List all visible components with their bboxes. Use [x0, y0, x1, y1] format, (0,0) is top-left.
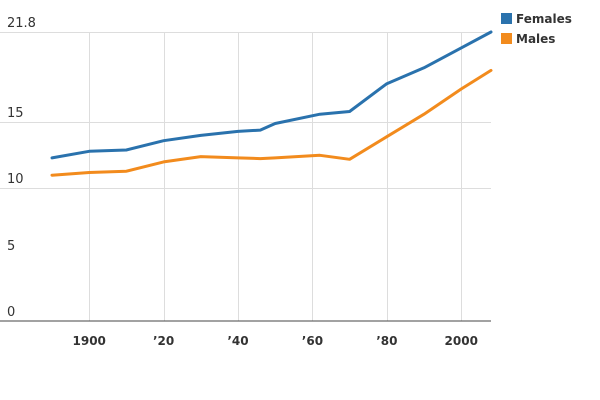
legend-swatch-males [501, 33, 512, 44]
x-tick-label-1920: ’20 [153, 334, 174, 348]
y-axis-tick-labels: 0 5 10 15 21.8 [7, 16, 36, 320]
x-axis-tick-labels: 1900 ’20 ’40 ’60 ’80 2000 [73, 334, 478, 348]
y-tick-label-0: 0 [7, 305, 15, 320]
legend-swatch-females [501, 13, 512, 24]
series-line-males [50, 68, 493, 177]
legend-label-males: Males [516, 32, 555, 46]
y-tick-label-10: 10 [7, 172, 24, 187]
legend-item-females: Females [501, 12, 572, 26]
legend-label-females: Females [516, 12, 572, 26]
y-tick-label-21-8: 21.8 [7, 16, 36, 31]
x-tick-label-1900: 1900 [73, 334, 106, 348]
gridlines [0, 32, 491, 321]
x-tick-label-1980: ’80 [376, 334, 397, 348]
y-tick-label-5: 5 [7, 239, 15, 254]
legend: Females Males [501, 12, 572, 46]
legend-item-males: Males [501, 32, 555, 46]
y-tick-label-15: 15 [7, 106, 24, 121]
series-lines [50, 30, 493, 177]
x-tick-label-1960: ’60 [302, 334, 323, 348]
series-line-females [50, 30, 493, 160]
x-tick-label-2000: 2000 [445, 334, 478, 348]
x-tick-label-1940: ’40 [227, 334, 248, 348]
